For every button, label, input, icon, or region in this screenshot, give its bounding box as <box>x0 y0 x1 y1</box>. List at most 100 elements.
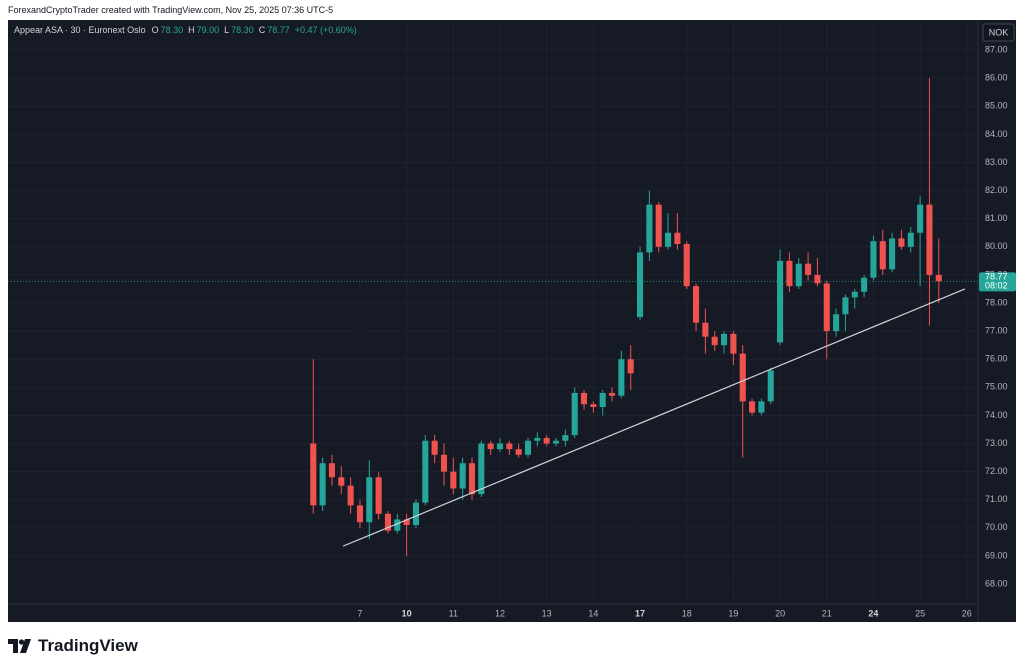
y-tick-label: 74.00 <box>985 410 1008 420</box>
candle-body <box>739 353 746 402</box>
symbol: Appear ASA · 30 · Euronext Oslo <box>14 25 146 35</box>
x-tick-label: 24 <box>868 608 878 618</box>
candle-body <box>758 401 765 413</box>
x-tick-label: 12 <box>495 608 505 618</box>
y-tick-label: 75.00 <box>985 382 1008 392</box>
y-tick-label: 82.00 <box>985 185 1008 195</box>
candle-body <box>655 204 662 247</box>
logo <box>8 639 31 653</box>
y-tick-label: 71.00 <box>985 494 1008 504</box>
candle-body <box>833 314 840 332</box>
candle-body <box>814 274 821 284</box>
y-tick-label: 83.00 <box>985 157 1008 167</box>
last-price-label: 78.77 <box>985 272 1008 282</box>
candle-body <box>524 440 532 455</box>
y-tick-label: 87.00 <box>985 44 1008 54</box>
ohlc-value: 79.00 <box>196 25 220 35</box>
candle-body <box>786 260 793 287</box>
candle-body <box>319 463 326 506</box>
candle-body <box>366 477 373 523</box>
candle-body <box>842 297 849 315</box>
candle-body <box>861 277 868 292</box>
candle-body <box>534 437 541 441</box>
candle-body <box>496 443 504 450</box>
candle-body <box>552 440 560 444</box>
y-tick-label: 73.00 <box>985 438 1008 448</box>
y-tick-label: 85.00 <box>985 101 1008 111</box>
candle-body <box>375 477 382 514</box>
x-tick-label: 21 <box>822 608 832 618</box>
y-tick-label: 70.00 <box>985 522 1008 532</box>
candle-body <box>926 204 933 275</box>
change: +0.47 (+0.60%) <box>294 25 357 35</box>
candle-body <box>898 238 905 247</box>
candle-body <box>403 519 410 526</box>
y-tick-label: 81.00 <box>985 213 1008 223</box>
y-tick-label: 76.00 <box>985 354 1008 364</box>
candle-body <box>468 463 476 495</box>
candle-body <box>431 440 438 455</box>
candle-body <box>665 232 672 247</box>
candle-body <box>935 274 942 282</box>
candle-body <box>487 443 494 450</box>
candle-body <box>637 252 644 318</box>
x-tick-label: 26 <box>962 608 972 618</box>
candle-body <box>702 322 709 337</box>
currency-box <box>982 23 1015 42</box>
candle-body <box>693 286 700 323</box>
y-tick-label: 72.00 <box>985 466 1008 476</box>
candle-body <box>590 404 597 407</box>
ohlc-key: C <box>258 25 266 35</box>
x-tick-label: 13 <box>542 608 552 618</box>
candle-body <box>599 392 606 407</box>
candle-body <box>562 435 569 441</box>
footer: TradingView <box>8 636 138 656</box>
trendline <box>342 288 966 547</box>
candle-body <box>907 232 914 247</box>
candle-body <box>795 263 802 287</box>
ohlc-value: 78.77 <box>267 25 290 35</box>
candle-body <box>627 359 634 374</box>
candle-body <box>310 443 317 506</box>
x-tick-label: 7 <box>357 608 362 618</box>
x-tick-label: 18 <box>682 608 692 618</box>
candle-body <box>478 443 485 495</box>
x-tick-label: 20 <box>775 608 785 618</box>
candle-body <box>683 243 690 287</box>
ohlc-value: 78.30 <box>231 25 254 35</box>
candle-body <box>889 238 896 270</box>
y-tick-label: 84.00 <box>985 129 1008 139</box>
x-tick-label: 14 <box>588 608 598 618</box>
candle-body <box>777 260 784 343</box>
candle-body <box>879 241 886 270</box>
candle-body <box>870 241 877 278</box>
candle-body <box>608 392 616 396</box>
y-tick-label: 78.00 <box>985 297 1008 307</box>
candle-body <box>356 505 363 523</box>
candle-body <box>571 392 578 436</box>
y-tick-label: 69.00 <box>985 550 1008 560</box>
candle-body <box>440 454 448 472</box>
candle-body <box>749 401 756 413</box>
candle-body <box>543 437 550 444</box>
x-tick-label: 25 <box>915 608 925 618</box>
x-tick-label: 19 <box>728 608 738 618</box>
currency: NOK <box>989 27 1009 37</box>
candle-body <box>515 449 522 455</box>
candle-body <box>721 333 728 346</box>
candle-body <box>917 204 924 233</box>
ohlc-key: O <box>151 25 159 35</box>
candle-body <box>384 513 392 531</box>
candle-body <box>618 359 625 396</box>
chart-background <box>8 20 1016 622</box>
candle-body <box>338 477 345 486</box>
candle-body <box>805 263 812 275</box>
y-tick-label: 68.00 <box>985 578 1008 588</box>
x-tick-label: 10 <box>402 608 412 618</box>
candle-body <box>851 291 858 298</box>
legend: Appear ASA · 30 · Euronext Oslo O 78.30 H 7… <box>14 25 360 35</box>
candle-body <box>711 336 718 346</box>
candle-body <box>506 443 513 450</box>
candle-body <box>450 471 457 489</box>
